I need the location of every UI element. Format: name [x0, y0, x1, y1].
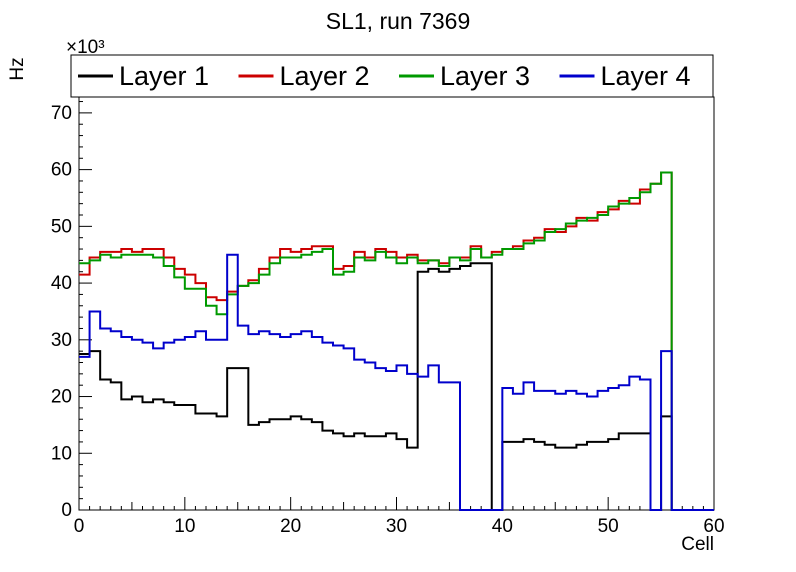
y-tick-label: 70	[51, 103, 72, 124]
legend: Layer 1 Layer 2 Layer 3 Layer 4	[70, 54, 714, 98]
y-tick-label: 40	[51, 273, 72, 294]
x-axis: 0 10 20 30 40 50 60	[74, 497, 725, 537]
y-axis: 0 10 20 30 40 50 60 70	[51, 101, 92, 521]
series-layer-1	[79, 262, 714, 511]
x-axis-title: Cell	[681, 534, 714, 555]
x-tick-label: 30	[386, 516, 407, 537]
y-tick-label: 30	[51, 330, 72, 351]
series-layer-4	[79, 253, 714, 511]
legend-box	[70, 54, 714, 98]
x-tick-label: 50	[598, 516, 619, 537]
x-tick-label: 60	[703, 516, 724, 537]
plot-frame	[78, 96, 715, 511]
y-tick-label: 60	[51, 160, 72, 181]
x-tick-label: 20	[280, 516, 301, 537]
y-tick-label: 20	[51, 387, 72, 408]
y-tick-label: 50	[51, 216, 72, 237]
x-tick-label: 0	[74, 516, 85, 537]
legend-label-layer-1: Layer 1	[119, 61, 209, 91]
y-tick-label: 0	[61, 500, 72, 521]
legend-label-layer-4: Layer 4	[601, 61, 691, 91]
chart-title: SL1, run 7369	[325, 8, 471, 34]
x-tick-label: 40	[492, 516, 513, 537]
legend-label-layer-2: Layer 2	[280, 61, 370, 91]
y-tick-label: 10	[51, 443, 72, 464]
legend-label-layer-3: Layer 3	[440, 61, 530, 91]
series-layer-3	[79, 171, 714, 511]
x-tick-label: 10	[174, 516, 195, 537]
y-axis-multiplier: ×10³	[66, 37, 105, 58]
